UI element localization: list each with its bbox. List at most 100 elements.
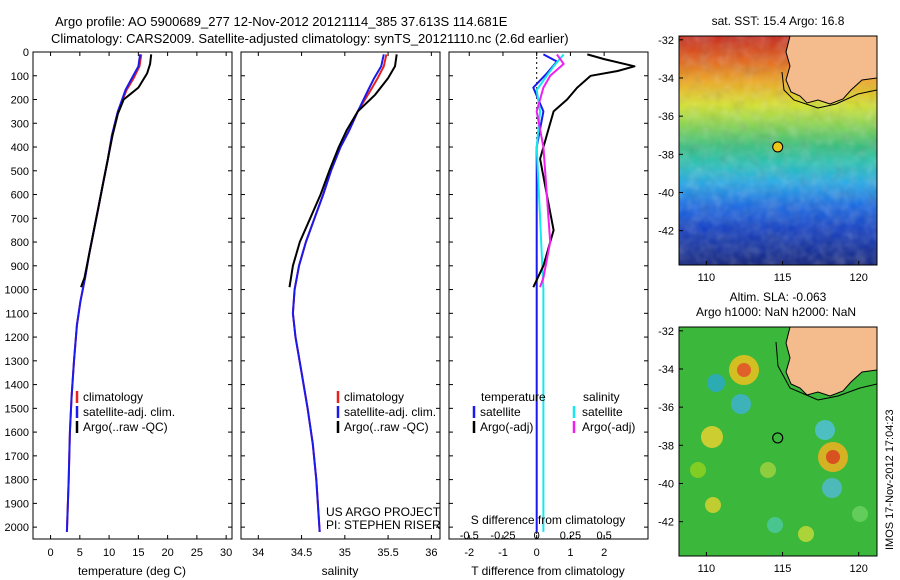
t-difference-xlabel: T difference from climatology: [471, 564, 625, 578]
depth-tick-label: 200: [11, 95, 29, 107]
lat-tick-label: -38: [658, 149, 674, 161]
lat-tick-label: -32: [658, 326, 674, 338]
legend-label-climatology: climatology: [83, 390, 143, 404]
depth-tick-label: 1300: [5, 356, 29, 368]
depth-tick-label: 500: [11, 166, 29, 178]
lat-tick-label: -36: [658, 402, 674, 414]
s-tick-label: 0.25: [560, 530, 581, 542]
depth-tick-label: 0: [23, 47, 29, 59]
depth-tick-label: 1900: [5, 498, 29, 510]
depth-tick-label: 1100: [5, 308, 29, 320]
sla-anomaly: [767, 517, 783, 533]
argo-float-marker: [772, 432, 784, 444]
lat-tick-label: -40: [658, 187, 674, 199]
depth-tick-label: 2000: [5, 522, 29, 534]
x-tick-label: 35.5: [377, 547, 398, 559]
sla-map-subtitle: Argo h1000: NaN h2000: NaN: [696, 305, 856, 319]
x-tick-label: -2: [464, 547, 474, 559]
x-tick-label: 0: [47, 547, 53, 559]
depth-tick-label: 1800: [5, 475, 29, 487]
sst-map-title: sat. SST: 15.4 Argo: 16.8: [712, 14, 845, 28]
lat-tick-label: -40: [658, 478, 674, 490]
series-line-argo-raw-qc-: [288, 54, 398, 288]
lat-tick-label: -34: [658, 73, 674, 85]
temperature-series: [65, 54, 153, 532]
difference-legend-temperature: temperature satellite Argo(-adj): [472, 390, 546, 434]
sla-isobath: [775, 341, 877, 401]
depth-tick-label: 1600: [5, 427, 29, 439]
lat-tick-label: -36: [658, 111, 674, 123]
sst-map-panel: sat. SST: 15.4 Argo: 16.8 110 115 120 -32 -3…: [658, 14, 878, 284]
legend-title-salinity: salinity: [583, 390, 620, 404]
depth-tick-label: 700: [11, 213, 29, 225]
difference-series: [532, 53, 636, 532]
depth-tick-label: 1700: [5, 451, 29, 463]
series-line-satellite-adj-clim-: [291, 54, 385, 532]
sst-map-frame: [678, 35, 878, 266]
legend-label-s-satellite: satellite: [582, 405, 623, 419]
sla-anomaly: [701, 426, 723, 448]
s-tick-label: 0.5: [597, 530, 612, 542]
s-difference-xlabel: S difference from climatology: [471, 513, 626, 527]
x-tick-label: 30: [220, 547, 232, 559]
lon-tick-label: 120: [850, 563, 868, 575]
x-tick-label: -1: [498, 547, 508, 559]
sla-map-title: Altim. SLA: -0.063: [730, 290, 827, 304]
temperature-xlabel: temperature (deg C): [78, 564, 186, 578]
lat-tick-label: -42: [658, 517, 674, 529]
temperature-plot-frame: [32, 51, 233, 540]
legend-label-argo: Argo(..raw -QC): [344, 420, 429, 434]
series-line-satellite-adj-clim-: [65, 54, 142, 532]
lon-tick-label: 115: [774, 563, 792, 575]
sla-map-panel: Altim. SLA: -0.063 Argo h1000: NaN h2000…: [658, 290, 878, 575]
difference-yticks: [449, 51, 648, 528]
temperature-panel: 0100200300400500600700800900100011001200…: [5, 47, 233, 578]
s-tick-label: 0: [534, 530, 540, 542]
depth-tick-label: 300: [11, 118, 29, 130]
australia-landmass: [785, 36, 877, 105]
s-tick-label: -0.25: [490, 530, 515, 542]
figure-title-line2: Climatology: CARS2009. Satellite-adjuste…: [51, 31, 569, 46]
x-tick-label: 34.5: [291, 547, 312, 559]
sla-anomaly: [760, 462, 776, 478]
depth-tick-label: 1000: [5, 285, 29, 297]
series-line-salinity-argo-adj-: [535, 53, 565, 288]
series-line-temperature-satellite: [532, 53, 558, 532]
x-tick-label: 5: [77, 547, 83, 559]
sla-anomaly: [822, 478, 842, 498]
lon-tick-label: 110: [698, 563, 716, 575]
sla-anomaly: [707, 374, 725, 392]
sst-isobath: [781, 71, 877, 109]
salinity-axis: 34 34.5 35 35.5 36: [252, 52, 437, 559]
series-line-climatology: [291, 54, 388, 532]
lon-tick-label: 120: [850, 272, 868, 284]
depth-tick-label: 1500: [5, 403, 29, 415]
sla-anomaly: [826, 450, 840, 464]
sla-map-axes: 110 115 120 -32 -34 -36 -38 -40 -42: [658, 326, 868, 575]
watermark: IMOS 17-Nov-2012 17:04:23: [884, 409, 896, 550]
pi-label: PI: STEPHEN RISER: [326, 518, 441, 532]
lon-tick-label: 115: [774, 272, 792, 284]
depth-tick-label: 600: [11, 190, 29, 202]
s-tick-label: -0.5: [460, 530, 479, 542]
salinity-legend: climatology satellite-adj. clim. Argo(..…: [336, 390, 436, 434]
sla-map-frame: [678, 326, 878, 557]
x-tick-label: 1: [567, 547, 573, 559]
x-tick-label: 2: [601, 547, 607, 559]
depth-tick-label: 1200: [5, 332, 29, 344]
x-tick-label: 20: [161, 547, 173, 559]
lon-tick-label: 110: [698, 272, 716, 284]
x-tick-label: 25: [191, 547, 203, 559]
sla-anomaly: [705, 497, 721, 513]
x-tick-label: 10: [103, 547, 115, 559]
legend-label-climatology: climatology: [344, 390, 404, 404]
temperature-legend: climatology satellite-adj. clim. Argo(..…: [75, 390, 175, 434]
salinity-plot-frame: [240, 51, 441, 540]
legend-label-satellite: satellite-adj. clim.: [83, 405, 175, 419]
x-tick-label: 36: [425, 547, 437, 559]
x-tick-label: 15: [132, 547, 144, 559]
legend-label-s-argo: Argo(-adj): [582, 420, 635, 434]
x-tick-label: 34: [252, 547, 264, 559]
series-line-argo-raw-qc-: [80, 54, 153, 288]
